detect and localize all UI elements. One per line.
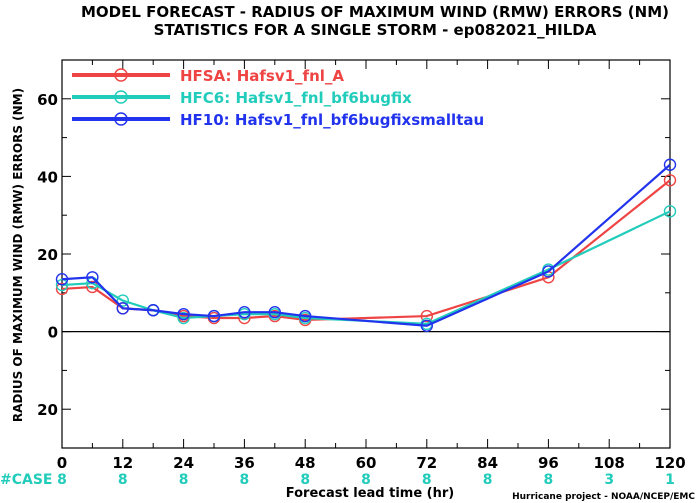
- x-tick-label: 84: [477, 454, 498, 472]
- case-count-label: #CASE: [0, 472, 53, 488]
- case-count: 3: [604, 472, 614, 488]
- data-point: [207, 309, 221, 323]
- y-tick-label: 0: [48, 324, 58, 342]
- chart-title: MODEL FORECAST - RADIUS OF MAXIMUM WIND …: [81, 3, 669, 21]
- x-tick-label: 120: [654, 454, 685, 472]
- case-count: 8: [179, 472, 189, 488]
- case-count: 8: [544, 472, 554, 488]
- data-point: [177, 307, 190, 321]
- data-point: [55, 282, 69, 296]
- x-tick-label: 36: [234, 454, 255, 472]
- data-point: [268, 306, 281, 319]
- y-tick-label: 40: [37, 168, 58, 186]
- legend-marker: [114, 90, 128, 104]
- y-tick-label: 20: [37, 246, 58, 264]
- x-axis-label: Forecast lead time (hr): [286, 486, 454, 501]
- footer-credit: Hurricane project - NOAA/NCEP/EMC: [512, 492, 695, 502]
- legend-label: HFSA: Hafsv1_fnl_A: [180, 67, 344, 85]
- data-point: [177, 311, 190, 325]
- data-point: [146, 304, 160, 317]
- y-tick-label: 20: [37, 401, 58, 419]
- legend-marker: [114, 68, 128, 82]
- data-point: [542, 265, 555, 278]
- x-tick-label: 24: [173, 454, 194, 472]
- series-line: [61, 179, 671, 322]
- x-tick-label: 12: [112, 454, 133, 472]
- data-point: [663, 158, 677, 171]
- data-point: [299, 309, 312, 323]
- legend-label: HFC6: Hafsv1_fnl_bf6bugfix: [180, 89, 412, 107]
- case-count: 1: [665, 472, 675, 488]
- x-tick-label: 48: [295, 454, 316, 472]
- series-line: [61, 210, 671, 325]
- x-tick-label: 96: [538, 454, 559, 472]
- x-tick-label: 0: [57, 454, 67, 472]
- plot-area: 2002040600812824836848860872884896810831…: [37, 59, 686, 488]
- data-point: [55, 273, 69, 286]
- data-point: [663, 174, 677, 187]
- legend-marker: [114, 112, 128, 126]
- data-point: [116, 302, 130, 315]
- data-point: [420, 309, 433, 323]
- data-point: [238, 306, 251, 319]
- data-point: [663, 205, 677, 218]
- data-point: [420, 319, 433, 332]
- case-count: 8: [361, 472, 371, 488]
- chart-subtitle: STATISTICS FOR A SINGLE STORM - ep082021…: [154, 21, 597, 39]
- x-tick-label: 108: [594, 454, 625, 472]
- y-tick-label: 60: [37, 91, 58, 109]
- case-count: 8: [422, 472, 432, 488]
- y-axis-label: RADIUS OF MAXIMUM WIND (RMW) ERRORS (NM): [11, 88, 25, 422]
- case-count: 8: [57, 472, 67, 488]
- case-count: 8: [483, 472, 493, 488]
- data-point: [86, 271, 99, 284]
- data-point: [55, 278, 69, 292]
- case-count: 8: [240, 472, 250, 488]
- legend-label: HF10: Hafsv1_fnl_bf6bugfixsmalltau: [180, 111, 484, 129]
- x-tick-label: 60: [356, 454, 377, 472]
- series-line: [61, 163, 671, 327]
- case-count: 8: [118, 472, 128, 488]
- data-point: [116, 294, 130, 307]
- x-tick-label: 72: [416, 454, 437, 472]
- case-count: 8: [300, 472, 310, 488]
